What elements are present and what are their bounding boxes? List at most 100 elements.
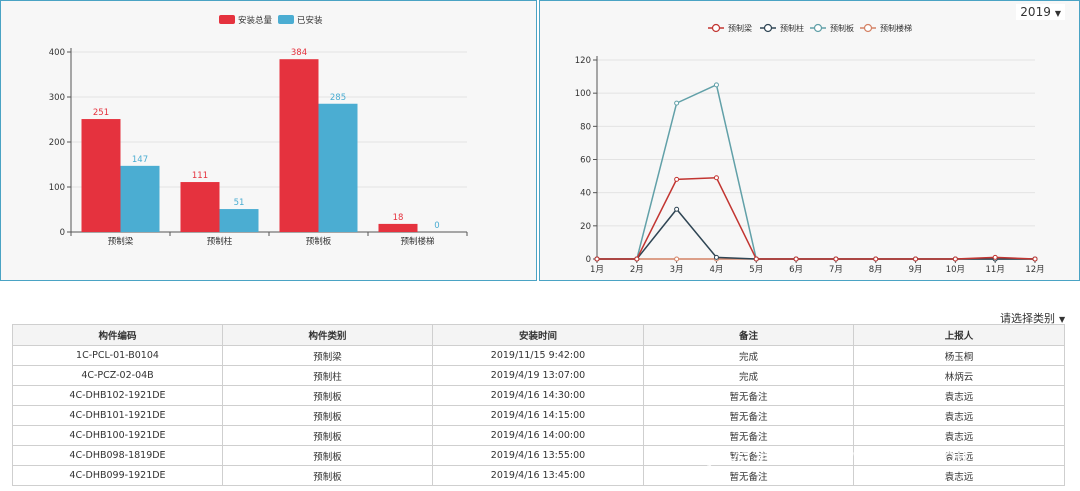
legend-swatch bbox=[219, 15, 235, 24]
y-tick-label: 0 bbox=[60, 228, 65, 238]
x-tick-label: 2月 bbox=[630, 265, 644, 275]
data-point bbox=[793, 256, 799, 262]
dropdown-arrow-icon: ▼ bbox=[1059, 315, 1066, 324]
data-point bbox=[1032, 256, 1038, 262]
legend-marker bbox=[813, 23, 823, 33]
cell-type: 预制板 bbox=[222, 465, 433, 486]
cell-code: 4C-PCZ-02-04B bbox=[12, 365, 223, 386]
column-header-remark[interactable]: 备注 bbox=[643, 324, 854, 346]
cell-code: 1C-PCL-01-B0104 bbox=[12, 345, 223, 366]
table-row[interactable]: 4C-DHB100-1921DE 预制板 2019/4/16 14:00:00 暂无备… bbox=[12, 425, 1065, 446]
install-records-table: 构件编码 构件类别 安装时间 备注 上报人 1C-PCL-01-B0104 预制梁… bbox=[12, 324, 1065, 486]
cell-time: 2019/4/16 14:00:00 bbox=[432, 425, 644, 446]
line-chart-panel: 2019 ▼ 预制梁 预制柱 预制板 预制楼梯 0 20 40 60 80 100 120 1月 2月 3月… bbox=[539, 0, 1080, 281]
table-row[interactable]: 4C-DHB099-1921DE 预制板 2019/4/16 13:45:00 暂无备… bbox=[12, 465, 1065, 486]
cell-remark: 暂无备注 bbox=[643, 465, 854, 486]
data-point bbox=[992, 254, 998, 260]
y-tick-label: 100 bbox=[575, 89, 591, 99]
y-tick-label: 120 bbox=[575, 56, 591, 66]
bar bbox=[81, 119, 121, 232]
table-row[interactable]: 4C-DHB102-1921DE 预制板 2019/4/16 14:30:00 暂无备… bbox=[12, 385, 1065, 406]
x-tick-label: 7月 bbox=[829, 265, 843, 275]
data-label: 18 bbox=[393, 213, 404, 223]
cell-remark: 暂无备注 bbox=[643, 405, 854, 426]
data-point bbox=[634, 256, 640, 262]
cell-type: 预制板 bbox=[222, 385, 433, 406]
x-tick-label: 预制楼梯 bbox=[400, 236, 435, 247]
x-tick-label: 预制板 bbox=[306, 236, 332, 247]
y-tick-label: 20 bbox=[580, 222, 591, 232]
data-label: 0 bbox=[434, 221, 439, 231]
y-tick-label: 100 bbox=[49, 183, 65, 193]
cell-code: 4C-DHB101-1921DE bbox=[12, 405, 223, 426]
series-line bbox=[597, 83, 1035, 260]
bar-chart-panel: 安装总量 已安装 0 100 200 300 400 预制梁 251 147 预制柱 111 51 预制板… bbox=[0, 0, 537, 281]
series-line bbox=[597, 208, 1035, 260]
legend-label: 已安装 bbox=[297, 15, 323, 26]
bar bbox=[120, 165, 160, 232]
cell-reporter: 袁志远 bbox=[853, 445, 1065, 466]
cell-type: 预制板 bbox=[222, 445, 433, 466]
x-tick-label: 8月 bbox=[869, 265, 883, 275]
table-row[interactable]: 4C-DHB101-1921DE 预制板 2019/4/16 14:15:00 暂无备… bbox=[12, 405, 1065, 426]
cell-code: 4C-DHB099-1921DE bbox=[12, 465, 223, 486]
cell-reporter: 袁志远 bbox=[853, 405, 1065, 426]
column-header-code[interactable]: 构件编码 bbox=[12, 324, 223, 346]
bar bbox=[180, 182, 220, 232]
series-line bbox=[597, 176, 1036, 260]
table-row[interactable]: 4C-DHB098-1819DE 预制板 2019/4/16 13:55:00 暂无备… bbox=[12, 445, 1065, 466]
data-point bbox=[913, 256, 919, 262]
table-row[interactable]: 1C-PCL-01-B0104 预制梁 2019/11/15 9:42:00 完成 杨玉… bbox=[12, 345, 1065, 366]
x-tick-label: 6月 bbox=[789, 265, 803, 275]
x-tick-label: 预制梁 bbox=[108, 236, 134, 247]
y-tick-label: 40 bbox=[580, 189, 591, 199]
data-point bbox=[674, 256, 680, 262]
cell-type: 预制梁 bbox=[222, 345, 433, 366]
legend-label: 安装总量 bbox=[238, 15, 273, 26]
x-tick-label: 4月 bbox=[709, 265, 723, 275]
x-tick-label: 1月 bbox=[590, 265, 604, 275]
legend-label: 预制楼梯 bbox=[880, 23, 912, 33]
data-label: 251 bbox=[93, 108, 109, 118]
column-header-type[interactable]: 构件类别 bbox=[222, 324, 433, 346]
data-point bbox=[674, 206, 680, 212]
legend-label: 预制柱 bbox=[780, 23, 804, 33]
category-select[interactable]: 请选择类别 ▼ bbox=[1000, 310, 1065, 326]
bar bbox=[219, 209, 259, 232]
category-select-value: 请选择类别 bbox=[1000, 312, 1055, 325]
cell-time: 2019/11/15 9:42:00 bbox=[432, 345, 644, 366]
cell-remark: 完成 bbox=[643, 345, 854, 366]
data-label: 111 bbox=[192, 171, 208, 181]
column-header-time[interactable]: 安装时间 bbox=[432, 324, 644, 346]
data-point bbox=[952, 256, 958, 262]
y-tick-label: 80 bbox=[580, 122, 591, 132]
bar bbox=[279, 59, 319, 233]
cell-type: 预制板 bbox=[222, 425, 433, 446]
cell-reporter: 袁志远 bbox=[853, 425, 1065, 446]
column-header-reporter[interactable]: 上报人 bbox=[853, 324, 1065, 346]
cell-time: 2019/4/16 14:30:00 bbox=[432, 385, 644, 406]
table-row[interactable]: 4C-PCZ-02-04B 预制柱 2019/4/19 13:07:00 完成 林炳云 bbox=[12, 365, 1065, 386]
data-label: 384 bbox=[291, 48, 307, 58]
x-tick-label: 9月 bbox=[909, 265, 923, 275]
table-header-row: 构件编码 构件类别 安装时间 备注 上报人 bbox=[12, 324, 1065, 346]
y-tick-label: 60 bbox=[580, 156, 591, 166]
data-point bbox=[713, 175, 719, 181]
data-point bbox=[833, 256, 839, 262]
x-tick-label: 10月 bbox=[946, 265, 965, 275]
cell-time: 2019/4/16 14:15:00 bbox=[432, 405, 644, 426]
legend-label: 预制梁 bbox=[728, 23, 752, 33]
dropdown-arrow-icon: ▼ bbox=[1054, 9, 1061, 18]
year-select[interactable]: 2019 ▼ bbox=[1016, 4, 1065, 20]
x-tick-label: 5月 bbox=[749, 265, 763, 275]
x-tick-label: 11月 bbox=[986, 265, 1005, 275]
bar bbox=[318, 103, 358, 232]
cell-reporter: 林炳云 bbox=[853, 365, 1065, 386]
cell-type: 预制板 bbox=[222, 405, 433, 426]
cell-remark: 暂无备注 bbox=[643, 445, 854, 466]
cell-code: 4C-DHB102-1921DE bbox=[12, 385, 223, 406]
legend-marker bbox=[711, 23, 721, 33]
cell-remark: 完成 bbox=[643, 365, 854, 386]
x-tick-label: 3月 bbox=[670, 265, 684, 275]
bar bbox=[378, 223, 418, 232]
